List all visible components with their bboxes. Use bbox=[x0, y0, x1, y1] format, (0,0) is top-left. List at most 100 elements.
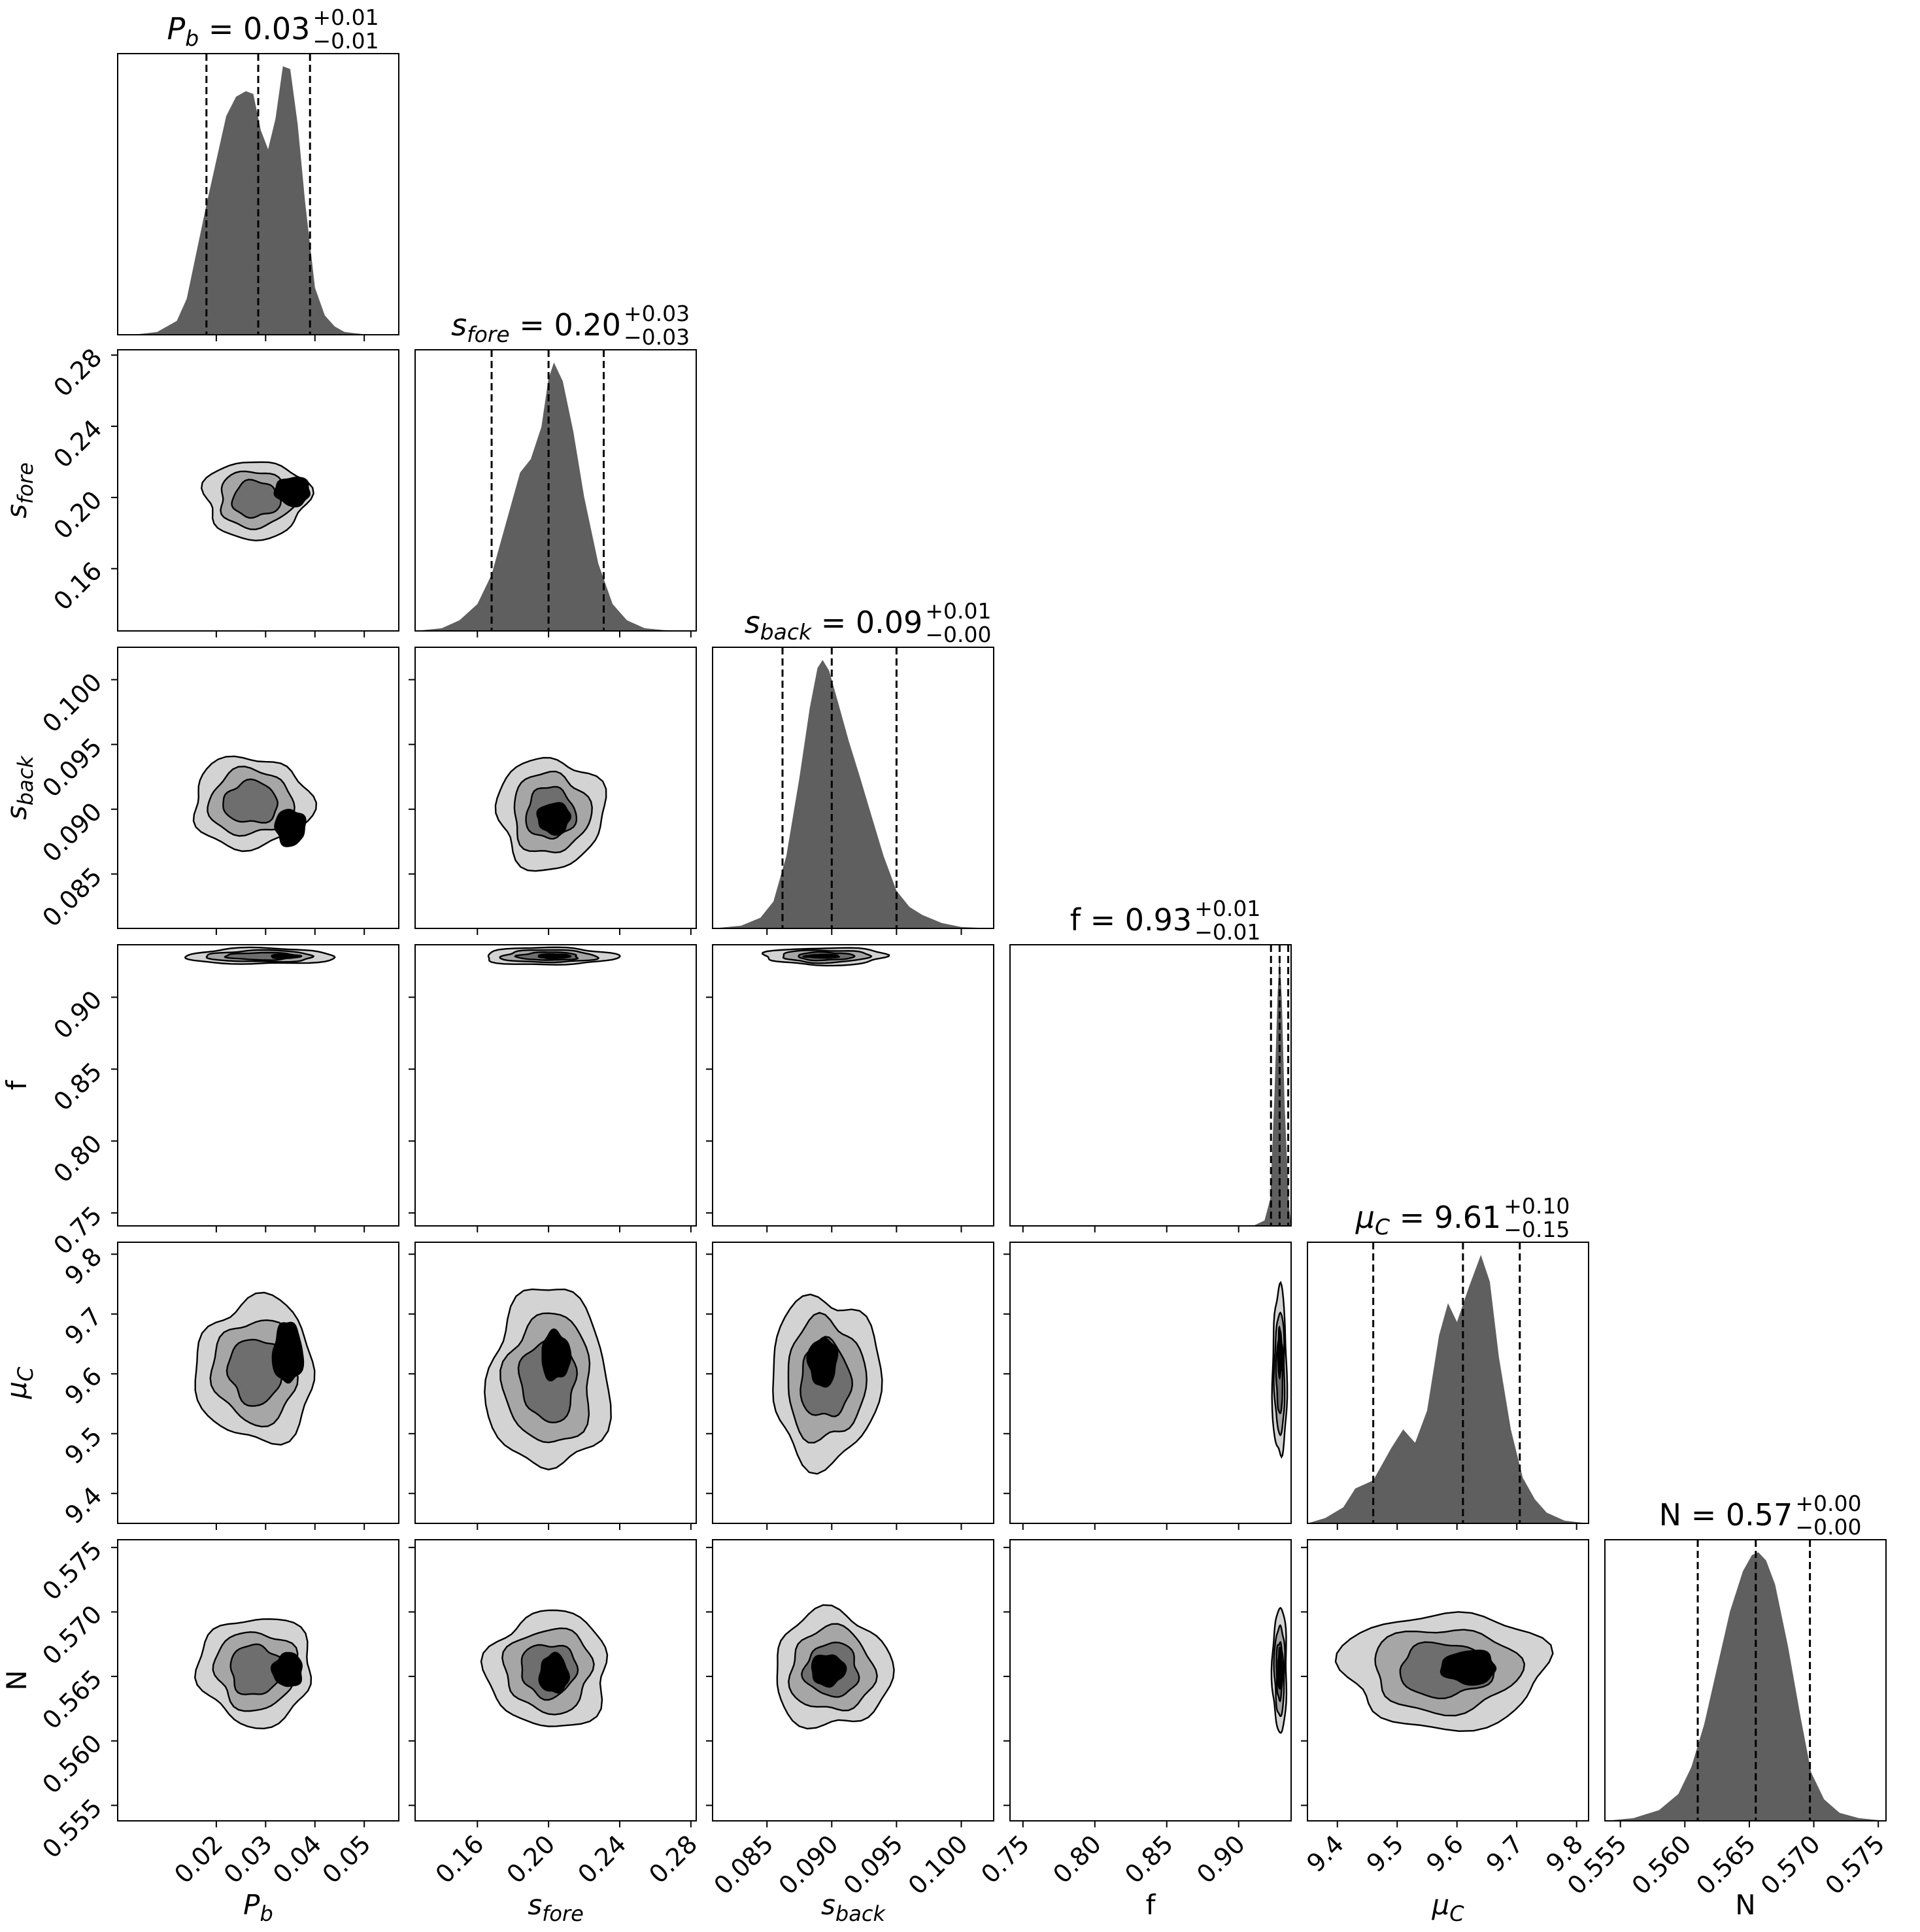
y-tick-label: 9.6 bbox=[59, 1362, 108, 1410]
contour-peak bbox=[536, 802, 572, 836]
panel-frame bbox=[117, 349, 399, 632]
axis-symbol: P bbox=[243, 1889, 260, 1921]
contour-panel-Pb-sback bbox=[117, 647, 399, 929]
contour-peak bbox=[274, 809, 307, 847]
y-axis-muC: 9.49.59.69.79.8μC bbox=[1, 1242, 118, 1529]
histogram-area bbox=[1307, 1255, 1589, 1523]
x-tick-label: 0.80 bbox=[1047, 1829, 1107, 1889]
x-tick-label: 0.02 bbox=[169, 1829, 228, 1889]
title-label: f = 0.93 bbox=[1070, 902, 1192, 938]
contour-peak bbox=[271, 953, 303, 959]
x-axis-label: f bbox=[1146, 1889, 1156, 1921]
panel-frame bbox=[414, 1539, 697, 1822]
contour-panel-sback-muC bbox=[712, 1242, 994, 1524]
axis-symbol: f bbox=[1146, 1889, 1156, 1921]
x-tick-label: 0.20 bbox=[501, 1829, 561, 1889]
histogram-panel-Pb: Pb = 0.03 +0.01−0.01 bbox=[117, 5, 399, 335]
contour-peak bbox=[1277, 1646, 1283, 1690]
y-axis-label: N bbox=[1, 1670, 33, 1690]
ticks-2-0 bbox=[215, 928, 365, 935]
title-value: 0.09 bbox=[856, 605, 922, 640]
contour-panel-sback-N bbox=[712, 1539, 994, 1822]
y-tick-label: 0.85 bbox=[48, 1057, 107, 1117]
ticks-4-1 bbox=[409, 1253, 692, 1530]
contour-peak bbox=[1277, 1325, 1283, 1380]
y-tick-label: 0.28 bbox=[48, 343, 107, 402]
y-axis-label: f bbox=[1, 1079, 33, 1090]
contour-level-3 bbox=[226, 1338, 284, 1407]
x-tick-label: 0.04 bbox=[267, 1829, 327, 1889]
panel-frame bbox=[1009, 1539, 1292, 1822]
histogram-panel-f: f = 0.93 +0.01−0.01 bbox=[1009, 896, 1292, 1227]
x-axis-label: μC bbox=[1431, 1889, 1464, 1926]
y-tick-label: 0.565 bbox=[37, 1664, 107, 1735]
y-axis-label: μC bbox=[1, 1366, 38, 1400]
ticks-3-3 bbox=[1022, 1226, 1239, 1232]
contour-peak bbox=[1440, 1650, 1497, 1686]
contour-peak bbox=[802, 953, 840, 959]
axis-subscript: C bbox=[13, 1366, 38, 1381]
ticks-4-3 bbox=[1003, 1253, 1239, 1530]
title-plus: +0.00 bbox=[1795, 1491, 1861, 1516]
histogram-area bbox=[713, 660, 994, 928]
contour-panel-sfore-muC bbox=[414, 1242, 697, 1524]
panel-frame bbox=[712, 647, 994, 929]
x-axis-label: Pb bbox=[243, 1889, 273, 1926]
title-subscript: fore bbox=[467, 322, 510, 347]
x-axis-label: N bbox=[1735, 1889, 1755, 1921]
y-tick-label: 0.555 bbox=[37, 1793, 107, 1864]
title-value: 0.20 bbox=[554, 307, 621, 343]
panel-frame bbox=[117, 1242, 399, 1524]
title-label: N = 0.57 bbox=[1659, 1497, 1793, 1533]
contour-panel-Pb-sfore bbox=[117, 349, 399, 632]
y-tick-label: 0.100 bbox=[37, 668, 107, 738]
ticks-3-2 bbox=[706, 996, 962, 1232]
title-symbol: f bbox=[1070, 902, 1082, 938]
title-label: sback = 0.09 bbox=[745, 605, 923, 645]
contour-panel-sfore-sback bbox=[414, 647, 697, 929]
contour-level-3 bbox=[231, 479, 282, 519]
panel-title: sback = 0.09 +0.01−0.00 bbox=[745, 598, 992, 647]
ticks-2-1 bbox=[409, 679, 692, 935]
title-symbol: s bbox=[745, 605, 760, 640]
title-symbol: P bbox=[167, 11, 186, 46]
axis-subscript: fore bbox=[542, 1901, 584, 1926]
axis-symbol: μ bbox=[1431, 1889, 1449, 1921]
axis-subscript: back bbox=[13, 755, 38, 806]
x-axis-muC: 9.4 9.5 9.6 9.7 9.8μC bbox=[1301, 1829, 1589, 1926]
contour-panel-sfore-N bbox=[414, 1539, 697, 1822]
x-tick-label: 9.4 bbox=[1301, 1829, 1349, 1878]
x-tick-label: 0.085 bbox=[709, 1829, 779, 1900]
contour-level-3 bbox=[222, 778, 279, 824]
title-subscript: back bbox=[760, 619, 813, 645]
title-plus: +0.01 bbox=[1194, 896, 1260, 921]
contour-peak bbox=[811, 1654, 847, 1688]
panel-frame bbox=[117, 1539, 399, 1822]
ticks-1-0 bbox=[215, 631, 365, 637]
x-tick-label: 0.560 bbox=[1626, 1829, 1697, 1900]
axis-subscript: fore bbox=[13, 462, 38, 504]
contour-peak bbox=[538, 1652, 571, 1694]
contour-panel-f-muC bbox=[1009, 1242, 1292, 1524]
contour-panel-Pb-f bbox=[117, 944, 399, 1227]
ticks-5-3 bbox=[1003, 1546, 1239, 1827]
title-minus: −0.01 bbox=[1194, 919, 1260, 945]
y-tick-label: 0.24 bbox=[48, 414, 107, 473]
histogram-panel-sfore: sfore = 0.20 +0.03−0.03 bbox=[414, 301, 697, 632]
y-tick-label: 0.095 bbox=[37, 732, 107, 803]
title-minus: −0.01 bbox=[312, 28, 379, 54]
x-tick-label: 9.6 bbox=[1421, 1829, 1469, 1878]
panel-frame bbox=[117, 53, 399, 335]
x-axis-label: sback bbox=[821, 1889, 886, 1926]
contour-peak bbox=[271, 1321, 305, 1384]
title-value: 0.57 bbox=[1726, 1497, 1793, 1533]
title-minus: −0.00 bbox=[1795, 1514, 1861, 1540]
contour-panel-f-N bbox=[1009, 1539, 1292, 1822]
y-tick-label: 0.80 bbox=[48, 1128, 107, 1188]
title-subscript: C bbox=[1375, 1214, 1390, 1240]
panel-frame bbox=[1307, 1242, 1589, 1524]
